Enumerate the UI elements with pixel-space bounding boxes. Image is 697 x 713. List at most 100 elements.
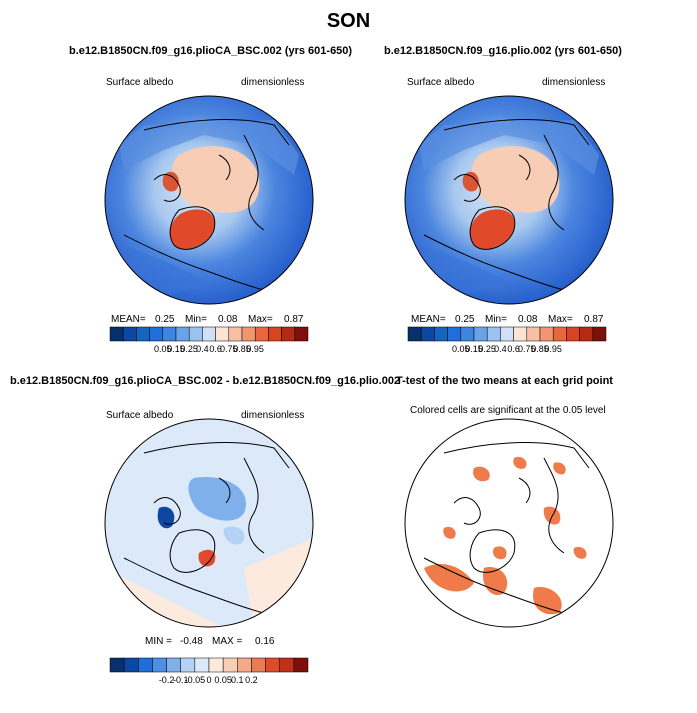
panel2-colorbar-color-box [473, 326, 488, 342]
panel1-colorbar-color-box [281, 326, 296, 342]
panel4-title: T-test of the two means at each grid poi… [396, 375, 613, 387]
panel3-colorbar-color-box [194, 657, 210, 673]
panel2-mean-value: 0.25 [455, 314, 475, 325]
panel1-colorbar-color-box [136, 326, 150, 342]
panel1-colorbar-color-box [149, 326, 164, 342]
panel1-colorbar: 0.050.150.250.4 0.60.750.850.95 [109, 326, 309, 354]
panel3-colorbar-color-box [109, 657, 125, 673]
panel2-min-label: Min= [485, 314, 507, 325]
panel3-colorbar-color-box [166, 657, 181, 673]
panel3-colorbar-color-box [237, 657, 252, 673]
panel1-colorbar-tick-label: 0.95 [246, 344, 264, 354]
panel1-colorbar-color-box [294, 326, 309, 342]
panel2-colorbar-tick-label: 0.25 [478, 344, 496, 354]
panel1-mean-label: MEAN= [111, 314, 146, 325]
panel1-greenland-high-albedo [169, 209, 215, 250]
panel2-polar-map [404, 95, 614, 305]
panel2-colorbar-color-box [500, 326, 514, 342]
panel3-colorbar-tick-label: -0.2 [159, 675, 175, 685]
panel1-colorbar-color-box [228, 326, 243, 342]
panel3-colorbar: -0.2-0.1-0.05 0 0.05 0.1 0.2 [109, 657, 309, 685]
panel2-colorbar-color-box [592, 326, 607, 342]
panel1-colorbar-tick-label: 0.05 [154, 344, 172, 354]
panel2-colorbar-color-box [526, 326, 541, 342]
panel1-max-value: 0.87 [284, 314, 304, 325]
panel3-max-value: 0.16 [255, 636, 275, 647]
panel4-subtitle: Colored cells are significant at the 0.0… [410, 405, 606, 416]
panel2-max-label: Max= [548, 314, 573, 325]
panel3-colorbar-color-box [222, 657, 238, 673]
panel1-colorbar-color-box [254, 326, 269, 342]
panel3-polar-map [104, 418, 314, 628]
panel3-colorbar-color-box [180, 657, 196, 673]
panel2-title: b.e12.B1850CN.f09_g16.plio.002 (yrs 601-… [384, 45, 622, 57]
panel3-colorbar-tick-label: 0.2 [245, 675, 258, 685]
panel2-colorbar-tick-label: 0.6 [507, 344, 520, 354]
panel3-min-label: MIN = [145, 636, 172, 647]
panel3-colorbar-color-box [152, 657, 167, 673]
panel3-colorbar-color-box [265, 657, 280, 673]
panel2-colorbar-color-box [552, 326, 567, 342]
panel2-colorbar-tick-label: 0.95 [544, 344, 562, 354]
panel1-colorbar-color-box [215, 326, 230, 342]
panel1-title: b.e12.B1850CN.f09_g16.plioCA_BSC.002 (yr… [69, 45, 353, 57]
panel2-archipelago-patch [462, 171, 479, 192]
panel2-variable-label: Surface albedo [407, 77, 475, 88]
panel1-variable-label: Surface albedo [106, 77, 174, 88]
panel2-colorbar-color-box [447, 326, 462, 342]
panel1-colorbar-color-box [122, 326, 137, 342]
panel1-colorbar-tick-label: 0.15 [167, 344, 185, 354]
panel1-colorbar-tick-label: 0.75 [220, 344, 238, 354]
panel3-units-label: dimensionless [241, 410, 305, 421]
panel1-archipelago-patch [162, 171, 179, 192]
panel1-colorbar-color-box [202, 326, 216, 342]
panel1-colorbar-tick-label: 0.25 [180, 344, 198, 354]
panel2-colorbar-color-box [420, 326, 435, 342]
panel1-colorbar-color-box [188, 326, 203, 342]
panel1-colorbar-color-box [162, 326, 177, 342]
panel1-units-label: dimensionless [241, 77, 305, 88]
panel1-colorbar-tick-label: 0.4 [196, 344, 209, 354]
panel2-colorbar-tick-label: 0.85 [531, 344, 549, 354]
panel3-positive-anomaly [198, 549, 216, 567]
panel3-colorbar-tick-label: 0 [206, 675, 211, 685]
panel3-colorbar-tick-label: -0.1 [173, 675, 189, 685]
panel2-mean-label: MEAN= [411, 314, 446, 325]
panel1-colorbar-color-box [268, 326, 282, 342]
panel2-colorbar-color-box [407, 326, 422, 342]
panel2-colorbar-tick-label: 0.75 [518, 344, 536, 354]
panel2-colorbar-tick-label: 0.05 [452, 344, 470, 354]
panel2-colorbar-tick-label: 0.4 [494, 344, 507, 354]
panel2-colorbar-color-box [460, 326, 475, 342]
panel3-min-value: -0.48 [180, 636, 203, 647]
panel1-min-label: Min= [185, 314, 207, 325]
panel1-sea-ice-high-albedo [171, 146, 260, 213]
panel1-colorbar-color-box [109, 326, 124, 342]
panel3-colorbar-color-box [123, 657, 139, 673]
panel2-colorbar-color-box [486, 326, 501, 342]
panel3-strong-negative-patch [157, 506, 175, 529]
panel1-colorbar-tick-label: 0.6 [209, 344, 222, 354]
panel3-variable-label: Surface albedo [106, 410, 174, 421]
panel2-colorbar: 0.050.150.250.4 0.60.750.850.95 [407, 326, 607, 354]
panel2-colorbar-color-box [513, 326, 528, 342]
panel3-max-label: MAX = [212, 636, 243, 647]
panel3-title: b.e12.B1850CN.f09_g16.plioCA_BSC.002 - b… [10, 375, 401, 387]
panel3-colorbar-tick-label: -0.05 [185, 675, 206, 685]
panel3-colorbar-tick-label: 0.1 [231, 675, 244, 685]
panel1-max-label: Max= [248, 314, 273, 325]
panel2-sea-ice-high-albedo [471, 146, 560, 213]
panel1-colorbar-color-box [241, 326, 256, 342]
panel2-colorbar-color-box [434, 326, 448, 342]
panel3-colorbar-color-box [279, 657, 295, 673]
panel3-colorbar-tick-label: 0.05 [214, 675, 232, 685]
panel3-colorbar-color-box [208, 657, 224, 673]
panel2-min-value: 0.08 [518, 314, 538, 325]
panel1-colorbar-color-box [175, 326, 190, 342]
panel3-colorbar-color-box [251, 657, 266, 673]
panel1-mean-value: 0.25 [155, 314, 175, 325]
panel2-colorbar-tick-label: 0.15 [465, 344, 483, 354]
panel2-max-value: 0.87 [584, 314, 604, 325]
panel2-colorbar-color-box [579, 326, 594, 342]
panel2-colorbar-color-box [566, 326, 580, 342]
